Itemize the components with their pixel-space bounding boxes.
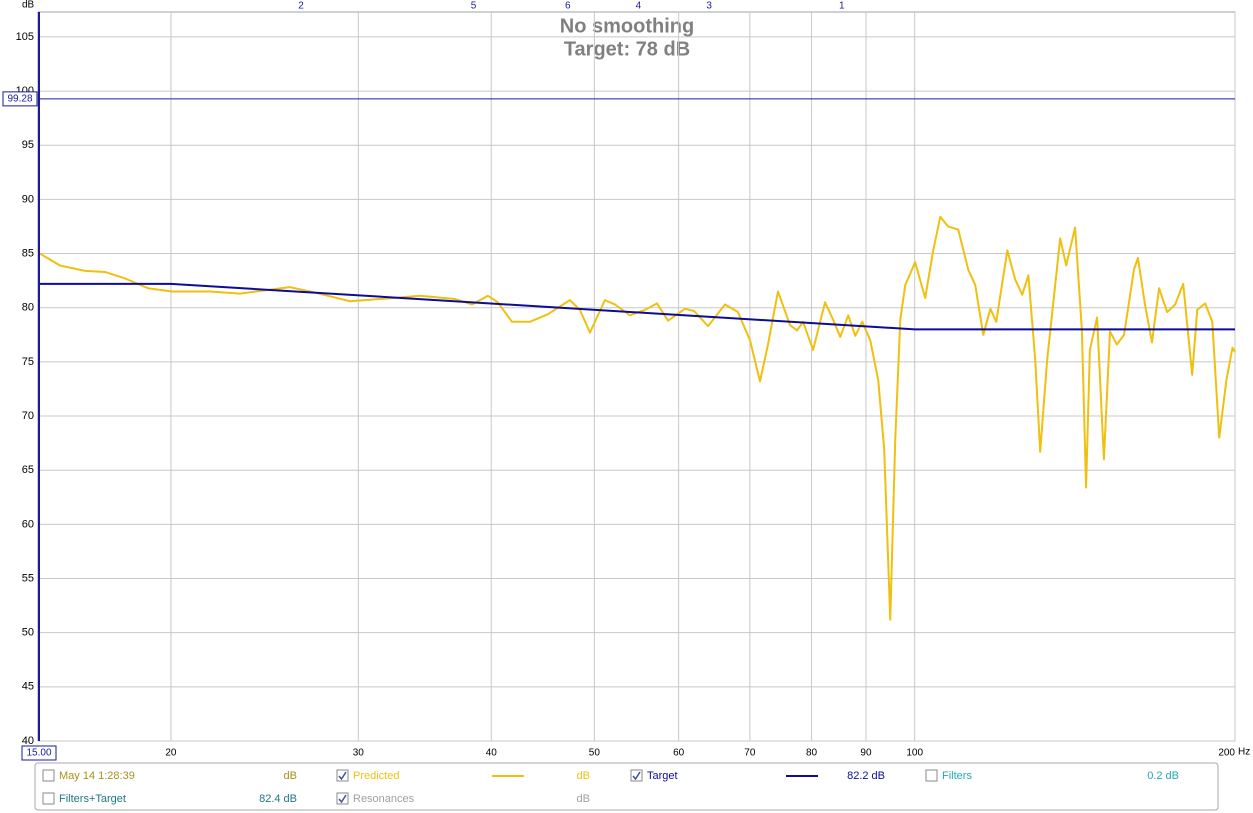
legend-checkbox[interactable] [630,769,643,782]
legend-checkbox[interactable] [42,769,55,782]
y-tick-label: 90 [22,193,34,205]
legend-label: Target [647,770,678,782]
y-axis-label: dB [22,0,35,11]
legend-readout: 82.2 dB [847,770,885,782]
mode-marker: 2 [298,1,304,12]
y-tick-label: 65 [22,464,34,476]
y-tick-label: 105 [16,31,34,43]
y-tick-label: 70 [22,410,34,422]
y-tick-label: 75 [22,356,34,368]
mode-marker: 4 [636,1,642,12]
x-tick-label: 40 [486,748,498,759]
y-tick-label: 95 [22,139,34,151]
mode-marker: 3 [706,1,712,12]
chart-title: No smoothing [560,15,694,37]
x-tick-label: 50 [589,748,601,759]
chart-subtitle: Target: 78 dB [564,38,690,60]
x-tick-label: 60 [673,748,685,759]
checkmark [338,771,347,781]
cursor-label: 15.00 [26,748,51,759]
x-tick-label: 200 [1218,748,1235,759]
x-tick-label: 20 [165,748,177,759]
mode-marker: 5 [471,1,477,12]
x-axis-label: Hz [1238,747,1250,758]
legend-checkbox[interactable] [336,792,349,805]
x-tick-label: 90 [860,748,872,759]
checkmark [338,794,347,804]
legend-readout: dB [577,770,590,782]
y-tick-label: 80 [22,302,34,314]
legend-checkbox[interactable] [42,792,55,805]
plot-area [37,11,1236,742]
legend-label: Resonances [353,793,415,805]
checkmark [632,771,641,781]
legend-checkbox[interactable] [925,769,938,782]
series-line [37,215,1236,621]
y-tick-label: 45 [22,681,34,693]
y-tick-label: 40 [22,735,34,747]
mode-marker: 6 [565,1,571,12]
legend-box [34,762,1219,811]
x-tick-label: 30 [353,748,365,759]
legend-readout: 0.2 dB [1147,770,1179,782]
cursor-box [2,91,38,107]
legend-label: Filters [942,770,972,782]
y-tick-label: 55 [22,572,34,584]
cursor-label: 99.28 [7,94,32,105]
legend-readout: dB [577,793,590,805]
legend-readout: 82.4 dB [259,793,297,805]
cursor-box [21,745,57,761]
y-tick-label: 85 [22,247,34,259]
legend-label: Filters+Target [59,793,126,805]
legend-checkbox[interactable] [336,769,349,782]
x-tick-label: 100 [906,748,923,759]
mode-marker: 1 [839,1,845,12]
x-tick-label: 70 [744,748,756,759]
series-line [38,282,1235,331]
legend-readout: dB [284,770,297,782]
y-tick-label: 60 [22,518,34,530]
x-tick-label: 80 [806,748,818,759]
y-tick-label: 50 [22,627,34,639]
legend-label: Predicted [353,770,399,782]
legend-label: May 14 1:28:39 [59,770,135,782]
